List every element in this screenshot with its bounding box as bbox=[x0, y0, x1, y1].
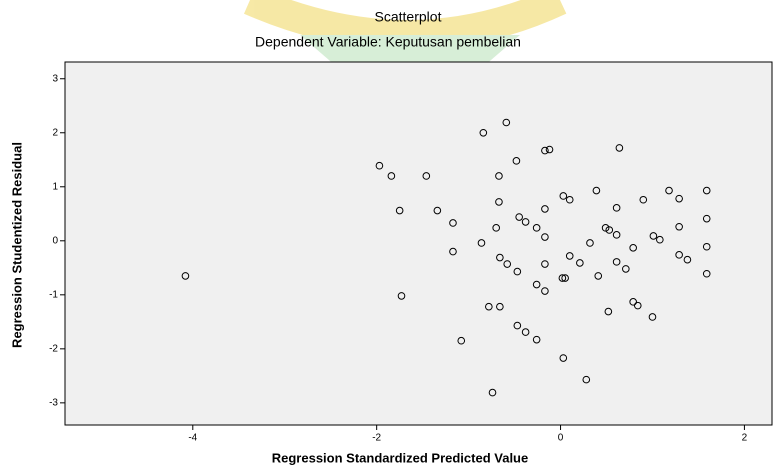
point bbox=[495, 172, 503, 180]
x-tick-label: 0 bbox=[558, 433, 564, 444]
point bbox=[433, 206, 442, 215]
point bbox=[496, 302, 504, 311]
point bbox=[492, 224, 500, 232]
point bbox=[565, 252, 574, 260]
point bbox=[541, 146, 549, 155]
point bbox=[565, 195, 574, 204]
point bbox=[639, 195, 648, 204]
point bbox=[675, 251, 683, 259]
point bbox=[615, 144, 624, 152]
point bbox=[629, 244, 637, 252]
point bbox=[633, 301, 642, 310]
point bbox=[485, 302, 493, 311]
point bbox=[449, 219, 457, 227]
watermark-arc bbox=[243, 0, 567, 50]
point bbox=[605, 226, 614, 234]
point bbox=[387, 172, 396, 180]
chart-subtitle: Dependent Variable: Keputusan pembelian bbox=[255, 34, 521, 50]
point bbox=[702, 242, 711, 251]
point bbox=[181, 272, 190, 280]
point bbox=[702, 269, 711, 278]
y-tick-label: -2 bbox=[49, 343, 58, 354]
chart-title: Scatterplot bbox=[375, 9, 442, 25]
point bbox=[545, 145, 554, 154]
point bbox=[395, 206, 404, 215]
point bbox=[541, 287, 549, 295]
point bbox=[532, 224, 541, 232]
point bbox=[375, 161, 384, 170]
y-tick-label: 2 bbox=[52, 127, 58, 138]
point bbox=[457, 336, 466, 345]
point bbox=[649, 232, 658, 240]
point bbox=[488, 388, 497, 397]
point bbox=[477, 239, 486, 247]
point bbox=[541, 205, 549, 213]
point bbox=[541, 233, 549, 241]
point bbox=[397, 292, 406, 300]
point bbox=[576, 259, 584, 267]
point bbox=[521, 218, 530, 226]
point bbox=[561, 274, 569, 282]
point bbox=[515, 213, 523, 221]
point bbox=[479, 128, 488, 137]
plot-area bbox=[64, 61, 773, 426]
point bbox=[612, 204, 621, 212]
point bbox=[502, 118, 511, 127]
point bbox=[496, 253, 504, 262]
point bbox=[675, 222, 683, 231]
point bbox=[495, 198, 503, 206]
point bbox=[648, 313, 657, 321]
point bbox=[675, 194, 683, 203]
point bbox=[582, 375, 591, 384]
point bbox=[541, 260, 549, 268]
point bbox=[629, 298, 637, 306]
point bbox=[586, 239, 594, 247]
y-tick-label: -1 bbox=[49, 289, 58, 300]
point bbox=[558, 274, 567, 282]
point bbox=[622, 265, 630, 273]
point bbox=[604, 307, 613, 316]
point bbox=[702, 186, 711, 195]
point bbox=[612, 258, 621, 266]
point bbox=[559, 192, 568, 200]
point bbox=[512, 157, 521, 165]
point bbox=[513, 321, 522, 330]
point bbox=[702, 214, 711, 223]
x-tick-label: -4 bbox=[188, 433, 197, 444]
point bbox=[594, 272, 603, 280]
point bbox=[601, 224, 610, 232]
x-tick-label: -2 bbox=[372, 433, 381, 444]
point bbox=[592, 186, 601, 195]
point bbox=[559, 354, 568, 362]
point bbox=[513, 267, 522, 276]
point bbox=[683, 255, 692, 264]
point bbox=[521, 328, 530, 336]
y-tick-label: -3 bbox=[49, 397, 58, 408]
y-tick-label: 3 bbox=[52, 73, 58, 84]
point bbox=[449, 247, 457, 256]
x-axis-label: Regression Standardized Predicted Value bbox=[272, 450, 528, 465]
y-axis-label: Regression Studentized Residual bbox=[9, 142, 24, 348]
point bbox=[665, 186, 673, 195]
point bbox=[612, 231, 621, 239]
y-tick-label: 0 bbox=[52, 235, 58, 246]
x-tick-label: 2 bbox=[742, 433, 748, 444]
point bbox=[532, 280, 541, 289]
point bbox=[503, 260, 512, 268]
point bbox=[532, 335, 541, 344]
point bbox=[656, 235, 664, 244]
point bbox=[422, 172, 431, 180]
y-tick-label: 1 bbox=[52, 181, 58, 192]
